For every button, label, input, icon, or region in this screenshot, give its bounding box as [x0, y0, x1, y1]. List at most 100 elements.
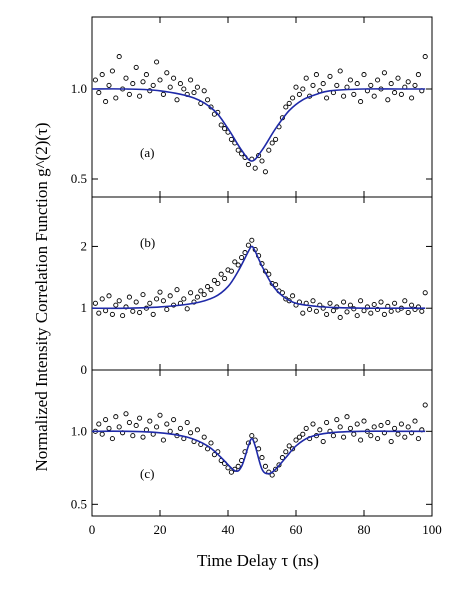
data-point [378, 422, 384, 429]
data-point [232, 259, 238, 265]
data-point [96, 421, 102, 427]
data-point [201, 292, 207, 298]
data-point [337, 314, 343, 321]
data-point [300, 310, 306, 316]
data-point [167, 84, 173, 90]
data-point [164, 306, 170, 313]
data-point [188, 430, 194, 436]
data-point [402, 298, 408, 304]
data-point [252, 165, 258, 171]
data-point [164, 421, 170, 427]
data-point [205, 284, 211, 290]
data-point [327, 73, 333, 79]
data-point [235, 147, 241, 153]
data-point [368, 433, 374, 439]
data-point [171, 75, 177, 81]
data-point [208, 440, 214, 446]
data-point [130, 81, 136, 87]
data-point [157, 412, 163, 418]
data-point [245, 162, 251, 168]
data-point [198, 288, 204, 294]
data-point [133, 422, 139, 429]
data-point [123, 411, 129, 417]
data-point [222, 126, 228, 132]
data-point [147, 300, 153, 306]
data-point [188, 77, 194, 83]
y-tick-label: 1.0 [71, 81, 87, 96]
data-point [215, 280, 221, 287]
data-point [337, 68, 343, 74]
data-point [375, 436, 381, 442]
data-point [361, 72, 367, 78]
data-point [361, 418, 367, 424]
data-point [381, 70, 387, 76]
data-point [300, 86, 306, 92]
y-tick-label: 0.5 [71, 496, 87, 511]
data-point [143, 72, 149, 78]
data-point [422, 54, 428, 60]
data-point [184, 306, 190, 312]
data-point [235, 463, 241, 469]
data-point [375, 77, 381, 83]
data-point [113, 95, 119, 101]
data-point [358, 298, 364, 304]
data-point [228, 136, 234, 142]
data-point [137, 415, 143, 421]
data-point [133, 299, 139, 305]
data-point [113, 414, 119, 420]
data-point [154, 59, 160, 65]
data-point [290, 95, 296, 101]
data-point [184, 420, 190, 426]
data-point [337, 424, 343, 430]
data-point [354, 313, 360, 319]
fit-curve [91, 88, 426, 162]
data-point [378, 299, 384, 305]
data-point [191, 90, 197, 96]
data-point [218, 122, 224, 128]
data-point [286, 443, 292, 449]
data-point [137, 309, 143, 316]
data-point [279, 455, 285, 461]
data-point [188, 290, 194, 296]
data-point [354, 81, 360, 87]
data-point [259, 455, 265, 461]
data-point [177, 425, 183, 431]
data-point [140, 79, 146, 85]
data-point [290, 293, 296, 299]
data-point [150, 82, 156, 88]
data-point [157, 289, 163, 295]
data-point [99, 296, 105, 302]
panel-b: 0 1 2 (b) [81, 196, 433, 377]
data-point [181, 296, 187, 302]
data-point [283, 104, 289, 110]
data-point [205, 97, 211, 103]
data-point [341, 434, 347, 440]
data-point [106, 425, 112, 431]
data-point [181, 86, 187, 92]
data-point [106, 82, 112, 88]
panel-frame [91, 196, 433, 371]
data-point [228, 469, 234, 475]
data-point [123, 75, 129, 81]
data-point [103, 308, 109, 314]
data-point [116, 298, 122, 304]
data-point [160, 298, 166, 304]
y-tick-label: 1.0 [71, 423, 87, 438]
data-point [388, 81, 394, 87]
data-point [368, 82, 374, 88]
data-point [405, 79, 411, 85]
data-point [273, 282, 279, 288]
data-point [385, 420, 391, 426]
data-point [266, 147, 272, 153]
data-point [347, 425, 353, 431]
data-point [103, 99, 109, 105]
data-point [116, 54, 122, 60]
data-point [120, 313, 126, 319]
data-point [174, 287, 180, 293]
data-point [341, 93, 347, 99]
data-point [351, 91, 357, 97]
x-tick-label: 100 [422, 522, 442, 537]
data-point [307, 306, 313, 313]
panels-group: 0.5 1.0 (a) 0 1 2 (b) 0 20 40 60 80 100 0.5 1.0 (c) [71, 16, 442, 537]
data-point [96, 90, 102, 96]
